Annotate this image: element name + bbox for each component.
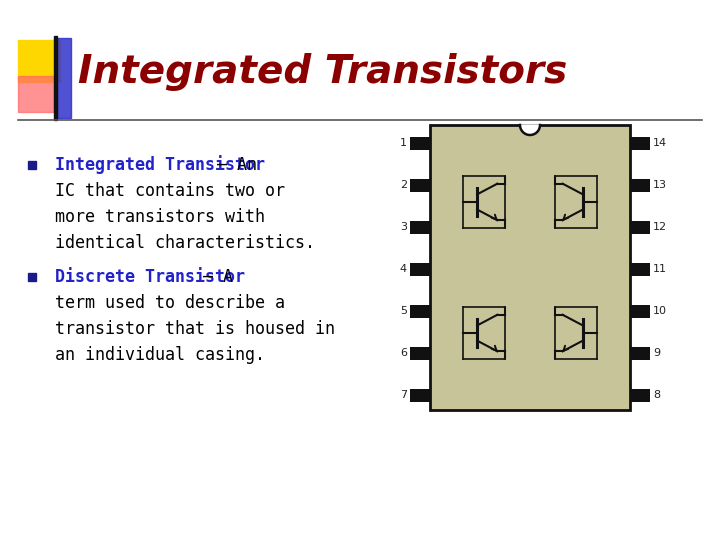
Bar (630, 137, 650, 150)
Text: 2: 2 (400, 180, 407, 190)
Bar (430, 125, 630, 410)
Text: 13: 13 (653, 180, 667, 190)
Text: term used to describe a: term used to describe a (55, 294, 285, 312)
Text: 6: 6 (400, 348, 407, 358)
Text: 11: 11 (653, 264, 667, 274)
Bar (630, 388, 650, 402)
Text: 12: 12 (653, 222, 667, 232)
Text: transistor that is housed in: transistor that is housed in (55, 320, 335, 338)
Text: 8: 8 (653, 390, 660, 400)
Bar (410, 305, 430, 318)
Text: 4: 4 (400, 264, 407, 274)
Text: Integrated Transistors: Integrated Transistors (78, 53, 567, 91)
Bar (630, 305, 650, 318)
Text: more transistors with: more transistors with (55, 208, 265, 226)
Text: 14: 14 (653, 138, 667, 148)
Bar (410, 262, 430, 275)
Text: identical characteristics.: identical characteristics. (55, 234, 315, 252)
Bar (28, 273, 36, 281)
Bar (630, 220, 650, 233)
Text: – An: – An (207, 156, 257, 174)
Bar (410, 220, 430, 233)
Bar (18, 76, 54, 112)
Text: 5: 5 (400, 306, 407, 316)
Bar (28, 161, 36, 169)
Bar (18, 40, 60, 82)
Bar (410, 137, 430, 150)
Text: 7: 7 (400, 390, 407, 400)
Text: Integrated Transistor: Integrated Transistor (55, 156, 265, 174)
Bar (410, 179, 430, 192)
Text: Discrete Transistor: Discrete Transistor (55, 268, 245, 286)
Polygon shape (520, 125, 540, 135)
Bar (630, 179, 650, 192)
Bar (410, 347, 430, 360)
Text: 3: 3 (400, 222, 407, 232)
Text: an individual casing.: an individual casing. (55, 346, 265, 364)
Text: 9: 9 (653, 348, 660, 358)
Text: 10: 10 (653, 306, 667, 316)
Bar (630, 347, 650, 360)
Bar (57, 38, 71, 118)
Bar (630, 262, 650, 275)
Text: 1: 1 (400, 138, 407, 148)
Bar (410, 388, 430, 402)
Text: IC that contains two or: IC that contains two or (55, 182, 285, 200)
Text: – A: – A (193, 268, 233, 286)
Bar (54, 36, 57, 120)
